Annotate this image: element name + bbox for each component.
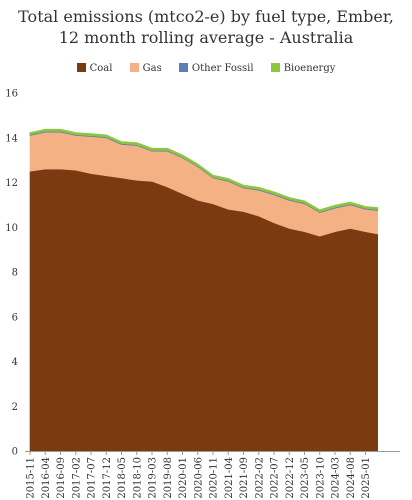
- x-tick-label: 2015-11: [26, 457, 37, 499]
- y-tick-label: 10: [5, 223, 18, 234]
- x-tick-label: 2020-01: [178, 457, 189, 499]
- x-tick-label: 2021-09: [239, 457, 250, 499]
- chart-title-line-2: 12 month rolling average - Australia: [58, 28, 354, 47]
- x-tick-label: 2025-01: [361, 457, 372, 499]
- x-tick-label: 2022-07: [270, 457, 281, 499]
- legend: Coal Gas Other Fossil Bioenergy: [0, 63, 412, 74]
- x-tick-label: 2024-08: [346, 457, 357, 499]
- x-tick-label: 2018-10: [132, 457, 143, 499]
- x-tick-label: 2022-12: [285, 457, 296, 499]
- y-tick-label: 12: [5, 178, 18, 189]
- x-tick-label: 2018-05: [117, 457, 128, 499]
- legend-label-gas: Gas: [142, 63, 162, 74]
- x-tick-label: 2021-04: [224, 457, 235, 499]
- x-tick-label: 2020-06: [193, 457, 204, 499]
- legend-item-other-fossil[interactable]: Other Fossil: [178, 63, 254, 74]
- x-axis-ticks: 2015-11 2016-04 2016-09 2017-02 2017-07 2017-…: [26, 451, 372, 499]
- area-bioenergy: [29, 128, 379, 213]
- x-tick-label: 2019-08: [163, 457, 174, 499]
- x-tick-label: 2024-03: [331, 457, 342, 499]
- x-tick-label: 2017-07: [87, 457, 98, 499]
- x-tick-label: 2016-04: [41, 457, 52, 499]
- legend-label-other-fossil: Other Fossil: [191, 63, 254, 74]
- x-tick-label: 2020-11: [209, 457, 220, 499]
- x-tick-label: 2019-03: [148, 457, 159, 499]
- legend-label-bioenergy: Bioenergy: [283, 63, 336, 74]
- y-tick-label: 14: [5, 133, 18, 144]
- legend-item-gas[interactable]: Gas: [129, 63, 162, 74]
- chart-title: Total emissions (mtco2-e) by fuel type, …: [0, 6, 412, 48]
- x-tick-label: 2016-09: [56, 457, 67, 499]
- x-tick-label: 2022-02: [254, 457, 265, 499]
- x-tick-label: 2017-02: [71, 457, 82, 499]
- y-tick-label: 2: [12, 402, 18, 413]
- legend-item-coal[interactable]: Coal: [76, 63, 113, 74]
- chart-title-line-1: Total emissions (mtco2-e) by fuel type, …: [18, 7, 394, 26]
- y-tick-label: 16: [5, 89, 18, 100]
- x-tick-label: 2017-12: [102, 457, 113, 499]
- x-tick-label: 2023-05: [300, 457, 311, 499]
- legend-swatch-gas: [129, 63, 139, 72]
- area-series-layer: [29, 128, 379, 452]
- legend-swatch-bioenergy: [270, 63, 280, 72]
- y-tick-label: 8: [12, 268, 18, 279]
- x-tick-label: 2023-10: [315, 457, 326, 499]
- y-tick-label: 6: [12, 312, 18, 323]
- legend-label-coal: Coal: [89, 63, 113, 74]
- y-tick-label: 0: [12, 447, 18, 458]
- legend-swatch-coal: [76, 63, 86, 72]
- y-tick-label: 4: [12, 357, 18, 368]
- legend-swatch-other-fossil: [178, 63, 188, 72]
- legend-item-bioenergy[interactable]: Bioenergy: [270, 63, 336, 74]
- y-axis-ticks: 0 2 4 6 8 10 12 14 16: [5, 89, 18, 458]
